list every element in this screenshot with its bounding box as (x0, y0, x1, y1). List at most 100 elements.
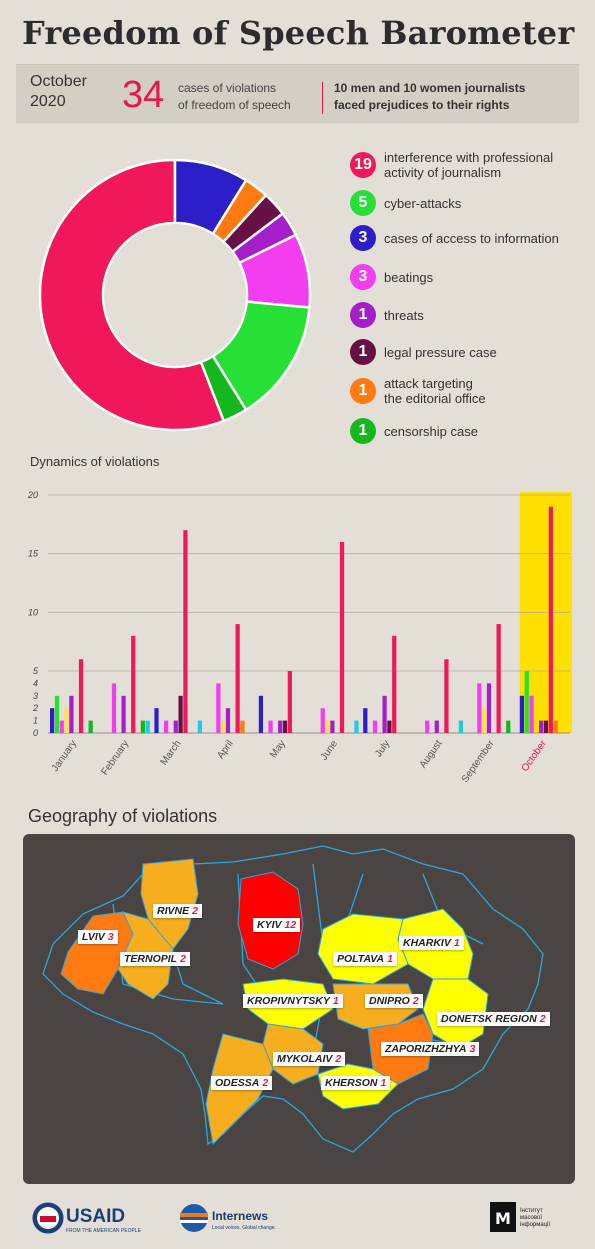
y-tick-label: 5 (33, 666, 39, 676)
sponsor-logos: USAID FROM THE AMERICAN PEOPLE Internews… (0, 1196, 595, 1244)
bar (444, 659, 449, 733)
bar (392, 635, 397, 733)
x-tick-label: April (215, 738, 235, 761)
legend-item: 1 attack targeting the editorial office (350, 376, 574, 406)
violations-donut-chart (38, 158, 312, 432)
legend-label: threats (384, 307, 424, 323)
bar (173, 720, 178, 733)
legend-value-badge: 1 (350, 418, 376, 444)
cases-label: cases of violations of freedom of speech (178, 80, 291, 114)
bar (221, 720, 226, 733)
bar (140, 720, 145, 733)
region-tag-donetsk: DONETSK REGION 2 (437, 1012, 550, 1026)
bar (54, 695, 60, 733)
bar (477, 683, 482, 733)
bar (183, 530, 188, 733)
y-tick-label: 4 (33, 678, 38, 688)
bar (111, 683, 117, 733)
y-tick-label: 20 (27, 490, 38, 500)
page-title: Freedom of Speech Barometer (22, 14, 575, 52)
y-tick-label: 2 (32, 703, 38, 713)
journalists-line-1: 10 men and 10 women journalists (334, 81, 526, 95)
bar (88, 720, 93, 733)
region-tag-kherson: KHERSON 1 (321, 1076, 391, 1090)
donut-hole (104, 224, 246, 366)
donut-slice (199, 354, 248, 423)
usaid-logo: USAID FROM THE AMERICAN PEOPLE (32, 1202, 142, 1234)
region-tag-poltava: POLTAVA 1 (333, 952, 397, 966)
bar (524, 671, 529, 733)
bar (240, 720, 245, 733)
ukraine-map (42, 845, 544, 1153)
bar (50, 708, 55, 733)
bar (387, 720, 392, 733)
bar (154, 708, 159, 733)
region-poltava (317, 913, 409, 985)
bar (78, 659, 84, 733)
svg-text:М: М (495, 1209, 511, 1228)
legend-value-badge: 5 (350, 190, 376, 216)
summary-month: October (30, 73, 87, 90)
bar (235, 624, 240, 733)
journalists-line-2: faced prejudices to their rights (334, 98, 510, 112)
cases-label-line-2: of freedom of speech (178, 98, 291, 112)
bar (258, 695, 264, 733)
bar (434, 720, 439, 733)
bar (529, 695, 534, 733)
y-tick-label: 0 (33, 728, 38, 738)
region-tag-rivne: RIVNE 2 (153, 904, 202, 918)
bar (486, 683, 492, 733)
bar (121, 695, 126, 733)
internews-wordmark: Internews (212, 1209, 268, 1223)
region-tag-zaporizhzhya: ZAPORIZHZHYA 3 (381, 1042, 480, 1056)
x-tick-label: August (418, 738, 445, 770)
bar (320, 708, 325, 733)
bar (548, 506, 553, 733)
legend-item: 19 interference with professional activit… (350, 150, 574, 180)
bar (382, 695, 387, 733)
bar (519, 695, 525, 733)
bar (363, 708, 368, 733)
legend-value-badge: 3 (350, 225, 376, 251)
region-tag-lviv: LVIV 3 (78, 930, 118, 944)
bar (145, 720, 150, 733)
bar (178, 695, 183, 733)
bar (496, 624, 501, 733)
usaid-tagline: FROM THE AMERICAN PEOPLE (66, 1228, 142, 1234)
imi-logo: М Інститут масової інформації (490, 1202, 550, 1232)
y-tick-label: 1 (33, 716, 38, 726)
legend-value-badge: 1 (350, 302, 376, 328)
bar (325, 720, 330, 733)
dynamics-title: Dynamics of violations (30, 454, 160, 469)
legend-label: legal pressure case (384, 344, 497, 360)
bar (164, 720, 169, 733)
bar (131, 635, 136, 733)
legend-value-badge: 19 (350, 152, 376, 178)
legend-value-badge: 1 (350, 378, 376, 404)
legend-value-badge: 3 (350, 264, 376, 290)
usaid-wordmark: USAID (66, 1206, 125, 1227)
legend-item: 1 threats (350, 302, 574, 328)
region-tag-kharkiv: KHARKIV 1 (399, 936, 464, 950)
legend-label: cases of access to information (384, 230, 559, 246)
cases-label-line-1: cases of violations (178, 81, 277, 95)
country-outline (42, 845, 544, 1153)
bar (539, 720, 544, 733)
internews-tagline: Local voices. Global change. (212, 1225, 276, 1231)
bar (506, 720, 511, 733)
y-tick-label: 10 (28, 607, 38, 617)
bar (225, 708, 231, 733)
x-tick-label: March (159, 738, 184, 767)
imi-line-2: масової (520, 1215, 542, 1221)
bar (282, 720, 288, 733)
legend-value-badge: 1 (350, 339, 376, 365)
donut-slice (38, 158, 226, 432)
legend-item: 3 beatings (350, 264, 574, 290)
bar (372, 720, 378, 733)
region-tag-mykolaiv: MYKOLAIV 2 (273, 1052, 346, 1066)
summary-band (16, 64, 579, 123)
x-tick-label: January (50, 738, 79, 773)
bar (278, 720, 283, 733)
summary-date: October 2020 (30, 72, 87, 112)
dynamics-bar-chart: 0 1 2 3 4 5 10 15 20 January February March April May… (27, 490, 572, 785)
